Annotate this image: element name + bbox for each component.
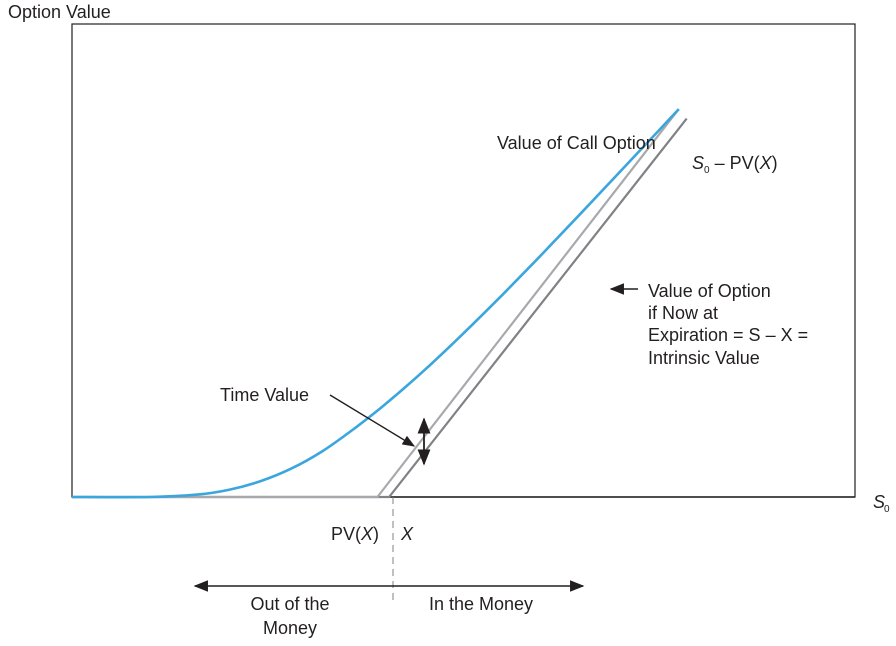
series-label-intrinsic-value: Value of Option if Now at Expiration = S… [648, 281, 808, 368]
tick-label-x: X [400, 524, 414, 544]
intrinsic-line-2: if Now at [648, 303, 718, 323]
intrinsic-line-1: Value of Option [648, 281, 771, 301]
out-of-money-line-1: Out of the [250, 594, 329, 614]
tick-pv-prefix: PV( [331, 524, 361, 544]
s0-s: S [692, 153, 704, 173]
s0-rest: – PV( [710, 153, 760, 173]
intrinsic-line-4: Intrinsic Value [648, 348, 760, 368]
tick-pv-close: ) [373, 524, 379, 544]
s0-sub: 0 [704, 165, 710, 176]
series-line-call-option [71, 108, 680, 499]
series-label-s0-minus-pv-x: S0 – PV(X) [692, 153, 778, 176]
intrinsic-line-3: Expiration = S – X = [648, 325, 808, 345]
y-axis-label: Option Value [8, 2, 111, 22]
tick-pv-x: X [360, 524, 374, 544]
series-label-call-option: Value of Call Option [497, 133, 656, 153]
tick-label-pv-x: PV(X) [331, 524, 379, 544]
x-axis-label-subscript: 0 [884, 504, 890, 515]
out-of-money-line-2: Money [263, 618, 317, 638]
s0-close: ) [772, 153, 778, 173]
in-the-money-label: In the Money [429, 594, 533, 614]
time-value-label: Time Value [220, 385, 309, 405]
s0-x: X [759, 153, 773, 173]
x-axis-label: S [873, 492, 885, 512]
time-value-pointer [329, 394, 416, 447]
plot-frame [71, 23, 856, 498]
